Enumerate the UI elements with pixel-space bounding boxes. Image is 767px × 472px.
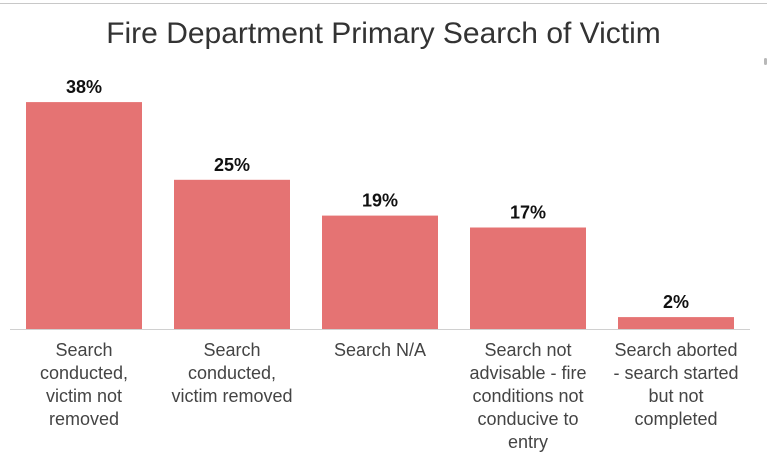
bar-5 xyxy=(618,317,734,329)
category-label-line: victim removed xyxy=(171,386,292,406)
category-label-1: Search conducted, victim not removed xyxy=(40,340,128,429)
category-label-line: advisable - fire xyxy=(469,363,586,383)
value-labels-layer: 38% 25% 19% 17% 2% xyxy=(66,77,689,312)
data-label-4: 17% xyxy=(510,203,546,223)
category-label-2: Search conducted, victim removed xyxy=(171,340,292,406)
chart-title: Fire Department Primary Search of Victim xyxy=(106,17,661,50)
category-label-line: conducted, xyxy=(188,363,276,383)
category-label-line: Search aborted xyxy=(614,340,737,360)
category-label-line: - search started xyxy=(613,363,738,383)
category-label-line: victim not xyxy=(46,386,122,406)
bars-layer xyxy=(26,102,734,330)
category-label-line: Search N/A xyxy=(334,340,426,360)
category-label-line: but not xyxy=(648,386,703,406)
category-label-line: conditions not xyxy=(472,386,583,406)
top-border-line xyxy=(0,3,767,4)
bar-4 xyxy=(470,227,586,329)
bar-1 xyxy=(26,102,142,329)
category-label-3: Search N/A xyxy=(334,340,426,360)
category-label-line: conducive to xyxy=(477,409,578,429)
bar-2 xyxy=(174,179,290,330)
category-label-4: Search not advisable - fire conditions not… xyxy=(469,340,586,452)
category-label-line: Search xyxy=(203,340,260,360)
data-label-1: 38% xyxy=(66,77,102,97)
category-label-line: conducted, xyxy=(40,363,128,383)
category-label-line: entry xyxy=(508,432,548,452)
scroll-edge-indicator xyxy=(764,58,767,65)
category-label-line: Search xyxy=(55,340,112,360)
category-label-line: Search not xyxy=(484,340,571,360)
category-label-line: completed xyxy=(634,409,717,429)
category-label-line: removed xyxy=(49,409,119,429)
category-label-5: Search aborted - search started but not com… xyxy=(613,340,738,429)
bar-3 xyxy=(322,215,438,329)
category-labels-layer: Search conducted, victim not removed Search c… xyxy=(40,340,739,452)
data-label-2: 25% xyxy=(214,155,250,175)
data-label-5: 2% xyxy=(663,292,689,312)
data-label-3: 19% xyxy=(362,191,398,211)
